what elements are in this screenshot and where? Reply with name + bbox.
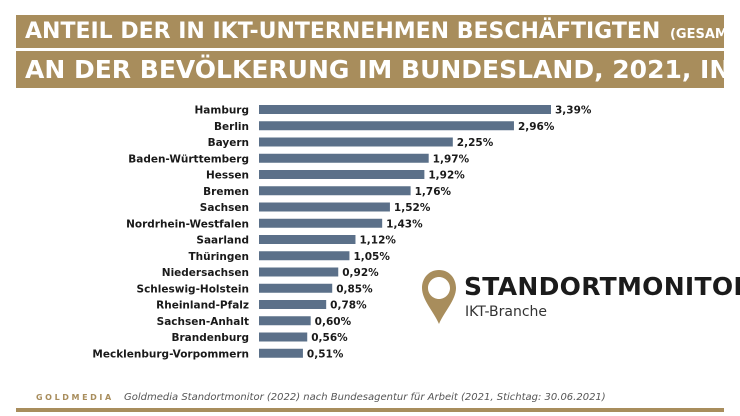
bar xyxy=(259,267,339,277)
value-label: 0,92% xyxy=(342,267,379,279)
footer-rule xyxy=(16,408,724,412)
value-label: 0,56% xyxy=(311,332,348,344)
bar xyxy=(259,283,333,293)
title-line-1: ANTEIL DER IN IKT-UNTERNEHMEN BESCHÄFTIG… xyxy=(16,15,724,48)
bar xyxy=(259,348,303,358)
bar xyxy=(259,316,311,326)
title-line-2: AN DER BEVÖLKERUNG IM BUNDESLAND, 2021, … xyxy=(16,51,724,88)
category-label: Nordrhein-Westfalen xyxy=(126,218,249,230)
bar xyxy=(259,251,350,261)
logo-subtitle: IKT-Branche xyxy=(465,304,548,320)
category-label: Saarland xyxy=(196,235,249,247)
bar xyxy=(259,170,425,179)
category-label: Sachsen-Anhalt xyxy=(157,316,249,328)
category-label: Rheinland-Pfalz xyxy=(156,300,249,312)
value-label: 1,43% xyxy=(386,218,423,230)
category-label: Niedersachsen xyxy=(162,267,249,279)
bar xyxy=(259,105,551,114)
title-text-2: AN DER BEVÖLKERUNG IM BUNDESLAND, 2021, … xyxy=(25,55,724,84)
value-label: 0,60% xyxy=(315,316,352,328)
category-label: Berlin xyxy=(214,121,249,133)
bar xyxy=(259,235,356,244)
value-label: 1,92% xyxy=(428,170,465,182)
bar xyxy=(259,121,514,131)
value-label: 0,85% xyxy=(336,283,373,295)
category-label: Mecklenburg-Vorpommern xyxy=(92,348,249,360)
category-label: Schleswig-Holstein xyxy=(137,283,249,295)
title-suffix: (GESAMT) xyxy=(669,27,724,42)
category-label: Bayern xyxy=(208,137,249,149)
value-label: 1,05% xyxy=(353,251,390,263)
value-label: 0,51% xyxy=(307,348,344,360)
value-label: 3,39% xyxy=(555,105,592,117)
value-label: 1,52% xyxy=(394,202,431,214)
value-label: 1,97% xyxy=(433,153,470,165)
title-text-1: ANTEIL DER IN IKT-UNTERNEHMEN BESCHÄFTIG… xyxy=(25,19,661,44)
value-label: 0,78% xyxy=(330,300,367,312)
category-label: Hamburg xyxy=(195,105,250,117)
value-label: 2,25% xyxy=(457,137,494,149)
value-label: 2,96% xyxy=(518,121,555,133)
bar xyxy=(259,186,411,196)
brand-name: GOLDMEDIA xyxy=(36,393,114,402)
category-label: Hessen xyxy=(206,170,249,182)
bar xyxy=(259,202,390,212)
bar xyxy=(259,332,308,342)
location-pin-icon xyxy=(422,270,456,324)
value-label: 1,12% xyxy=(359,235,396,247)
category-label: Bremen xyxy=(203,186,249,198)
bar xyxy=(259,218,383,228)
bar xyxy=(259,153,429,163)
category-label: Sachsen xyxy=(200,202,249,214)
value-label: 1,76% xyxy=(415,186,452,198)
category-label: Thüringen xyxy=(189,251,249,263)
logo-title: STANDORTMONITOR xyxy=(464,272,740,301)
category-label: Baden-Württemberg xyxy=(128,153,249,165)
bar xyxy=(259,137,453,147)
standortmonitor-logo: STANDORTMONITOR IKT-Branche xyxy=(420,268,740,330)
source-note: Goldmedia Standortmonitor (2022) nach Bu… xyxy=(124,392,606,403)
bar xyxy=(259,300,327,309)
category-label: Brandenburg xyxy=(171,332,249,344)
